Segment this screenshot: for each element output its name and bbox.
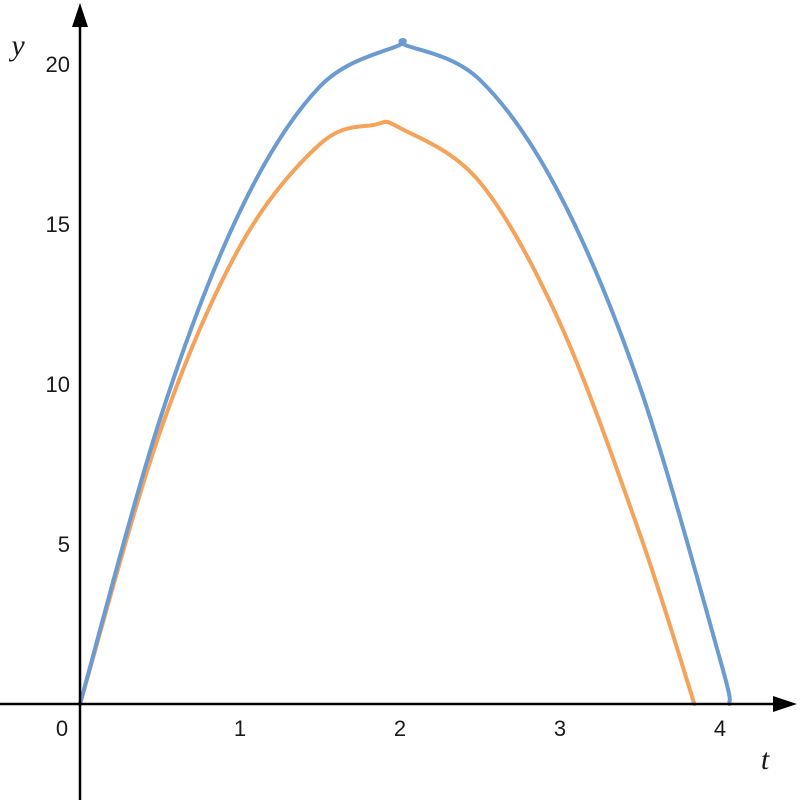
y-axis-label: y (8, 29, 25, 62)
y-tick-label: 5 (58, 532, 70, 557)
axes (0, 3, 797, 800)
x-tick-label: 3 (554, 716, 566, 741)
x-axis-label: t (761, 743, 770, 776)
tick-labels: 0 1 2 3 4 5 10 15 20 (46, 52, 727, 741)
y-tick-label: 15 (46, 212, 70, 237)
y-tick-label: 10 (46, 372, 70, 397)
x-tick-label: 0 (56, 716, 68, 741)
x-axis-arrow-icon (773, 696, 797, 712)
series-layer (78, 38, 732, 706)
x-tick-label: 1 (234, 716, 246, 741)
y-axis-arrow-icon (72, 3, 88, 27)
x-tick-label: 2 (394, 716, 406, 741)
series-line-1 (78, 38, 732, 706)
x-tick-label: 4 (714, 716, 726, 741)
series-line-2 (78, 119, 697, 706)
y-tick-label: 20 (46, 52, 70, 77)
